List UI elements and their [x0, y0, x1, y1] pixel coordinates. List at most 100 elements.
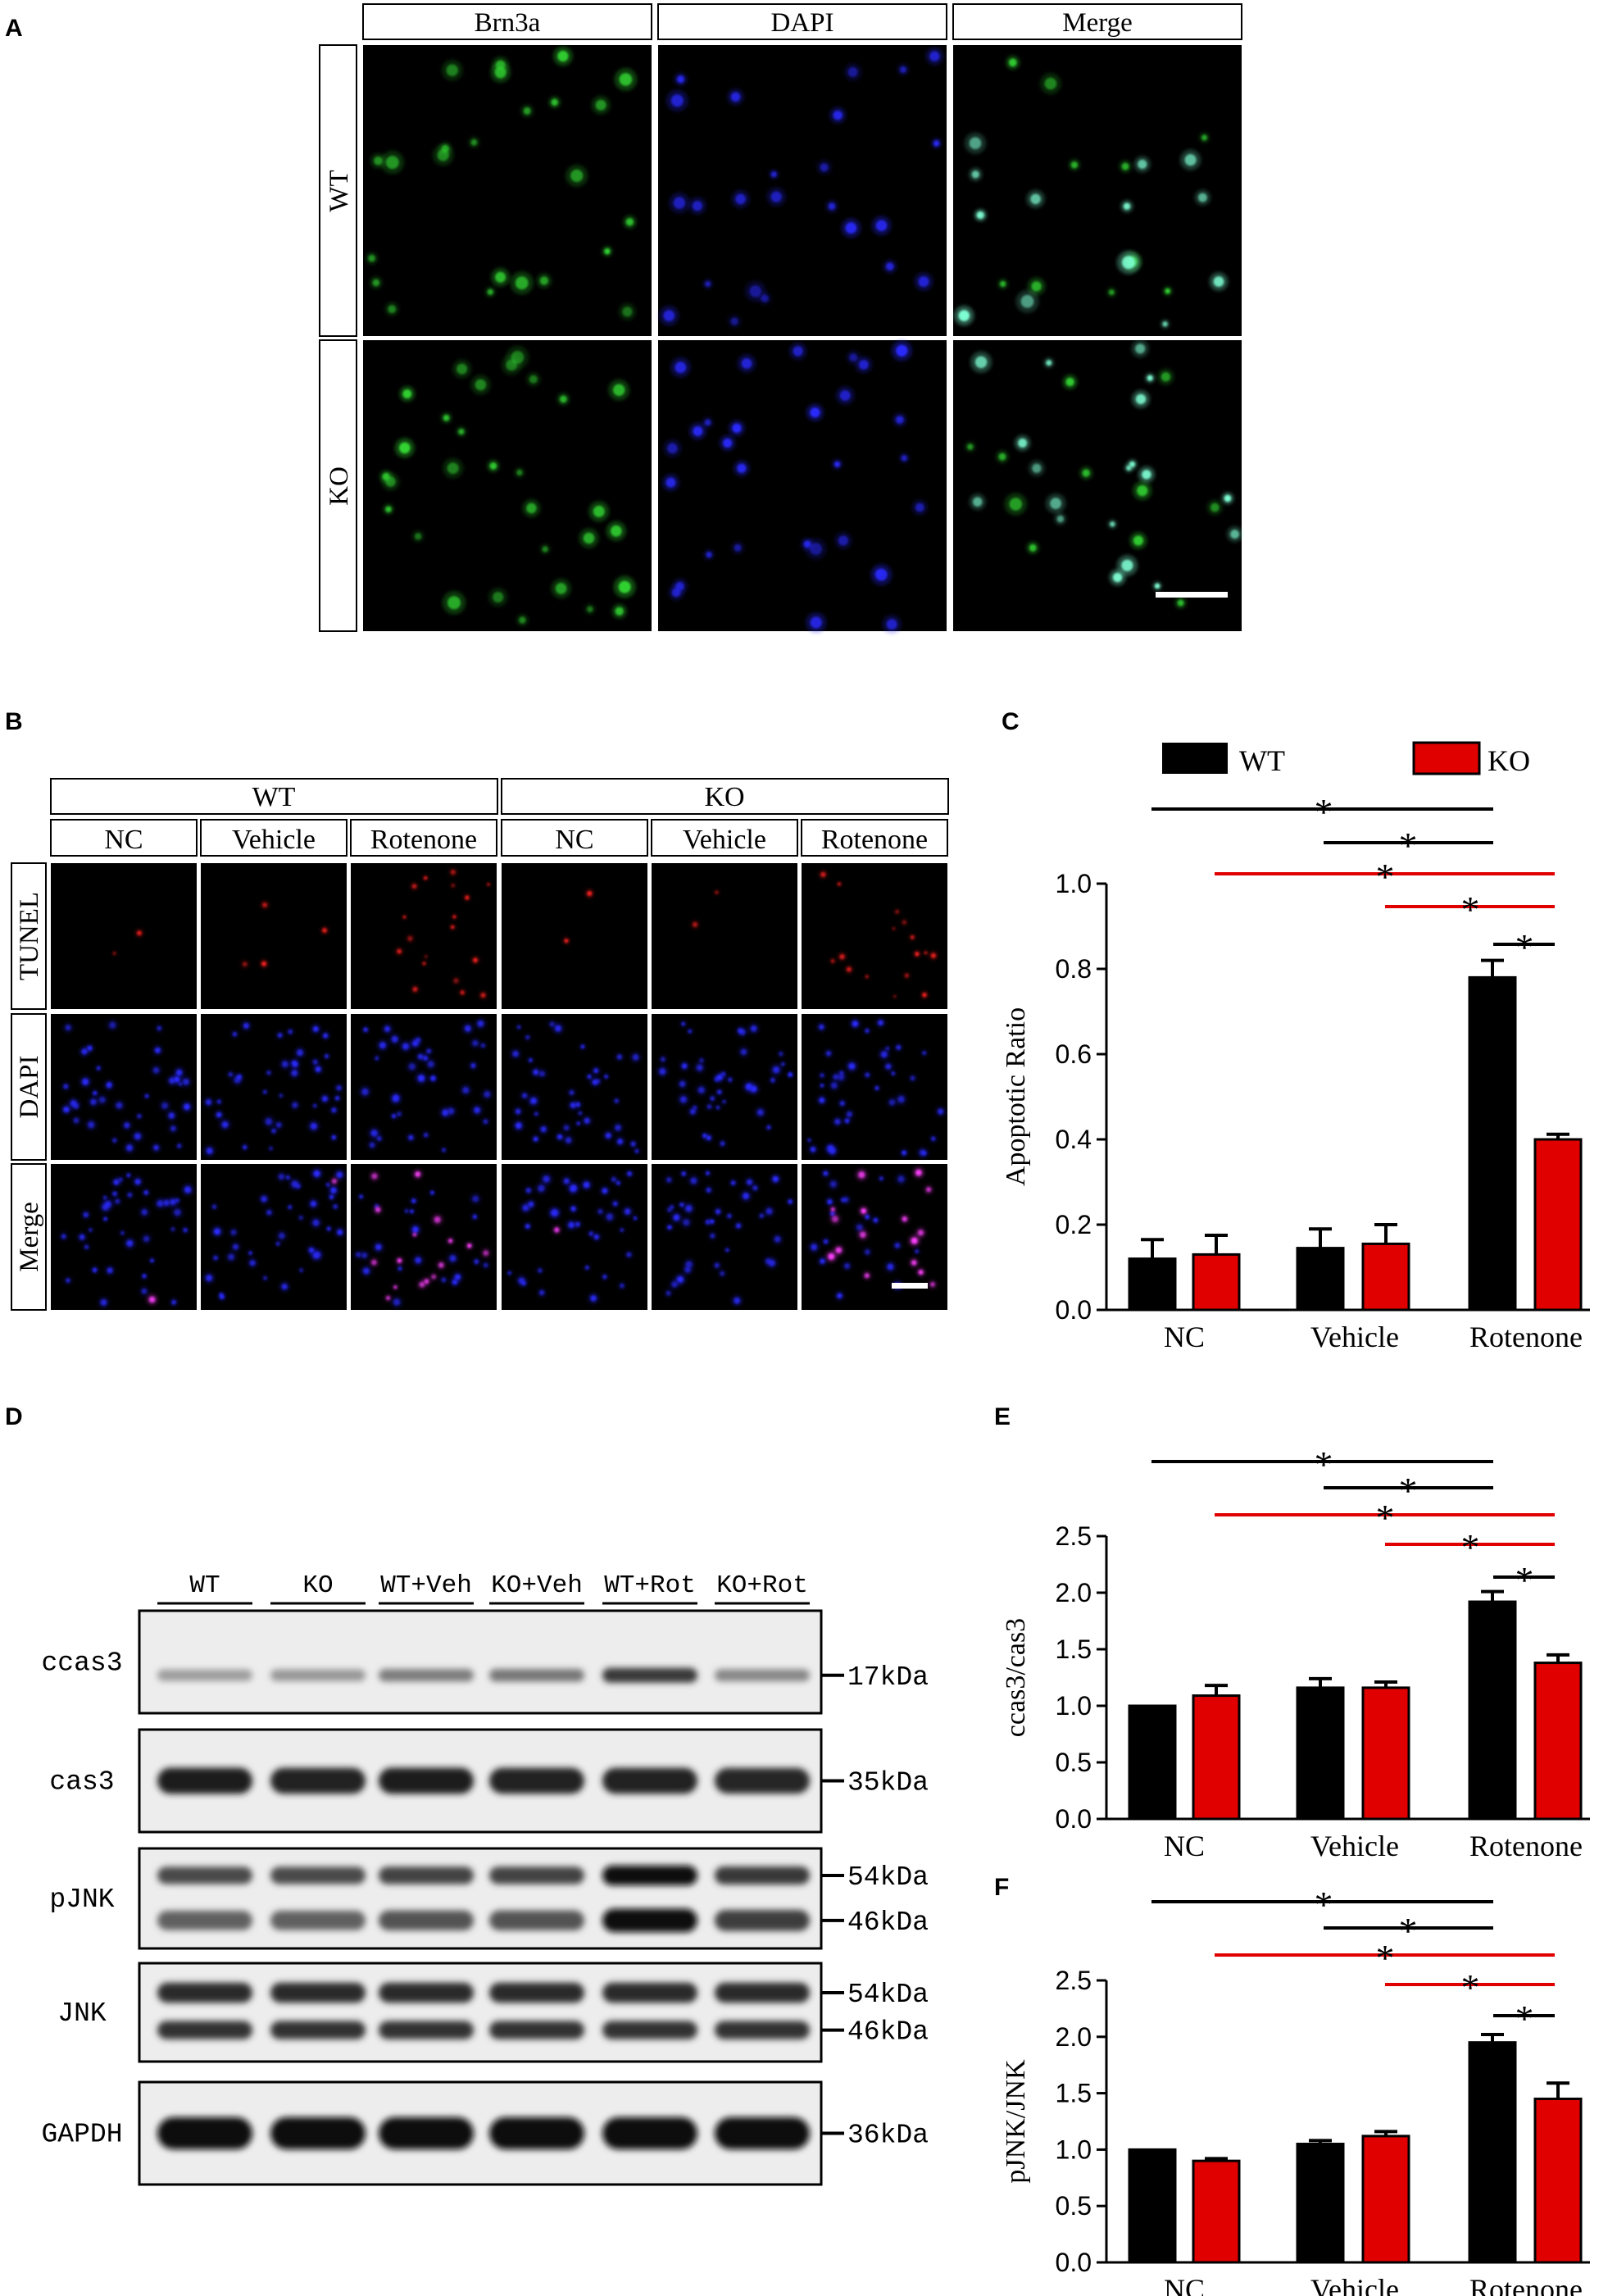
cell [839, 954, 845, 960]
cell [412, 1233, 416, 1237]
cell [103, 1216, 107, 1221]
cell [228, 1072, 233, 1077]
cell [116, 1102, 123, 1109]
cell [602, 1188, 608, 1193]
cell [820, 1084, 824, 1088]
cell [732, 423, 742, 433]
cell [706, 552, 712, 558]
cell [894, 1243, 900, 1248]
cell [911, 1260, 917, 1266]
cell [766, 1125, 771, 1130]
cell [266, 1071, 271, 1075]
bar-wt-nc [1128, 1257, 1177, 1312]
cell [819, 1024, 824, 1030]
cell [613, 1201, 618, 1207]
blot-label: ccas3 [41, 1648, 122, 1679]
cell [412, 1226, 419, 1233]
cell [665, 1290, 671, 1296]
cell [397, 948, 402, 954]
cell [442, 1148, 446, 1152]
bar-wt-rotenone [1468, 2041, 1517, 2264]
significance-star: * [1376, 1937, 1395, 1979]
tunel-image-r2-c1-background [201, 1164, 347, 1310]
cell [715, 890, 719, 894]
condition-header: Rotenone [821, 825, 928, 855]
cell [233, 1243, 238, 1250]
cell [206, 1099, 211, 1105]
cell [750, 1085, 757, 1093]
tunel-image-r0-c3-cells [562, 889, 594, 944]
y-tick-label: 0.8 [1056, 954, 1092, 984]
cell [788, 1073, 793, 1076]
cell [153, 1145, 159, 1151]
marker-label: 36kDa [847, 2121, 929, 2151]
blot-band [270, 2021, 366, 2039]
cell [331, 1135, 336, 1139]
panel-a-column-headers: Brn3a DAPI Merge [362, 3, 1242, 40]
cell [523, 107, 531, 115]
cell [747, 1179, 752, 1185]
cell [859, 360, 869, 370]
cell [715, 1209, 720, 1214]
cell [141, 1209, 148, 1216]
cell [723, 439, 733, 448]
row-label-tunel: TUNEL [15, 892, 44, 980]
cell [363, 1027, 368, 1032]
cell [516, 1108, 521, 1114]
panel-b-micrographs [51, 863, 947, 1310]
cell [143, 1235, 150, 1242]
cell [575, 1221, 580, 1227]
cell [897, 1175, 905, 1183]
cell [474, 1259, 479, 1264]
cell [839, 1071, 844, 1075]
significance-star: * [1376, 1497, 1395, 1539]
cell [931, 952, 936, 958]
cell [735, 193, 746, 205]
cell [530, 1098, 537, 1104]
lane-label: KO [302, 1571, 333, 1600]
cell [120, 1231, 125, 1235]
cell [667, 1207, 672, 1212]
cell [1046, 360, 1052, 366]
cell [671, 588, 681, 598]
cell [516, 1122, 522, 1129]
cell [1050, 498, 1061, 510]
panel-b-row-labels: TUNEL DAPI Merge [11, 862, 47, 1311]
cell [484, 1091, 491, 1098]
micrograph-wt-dapi-cells [659, 47, 944, 329]
cell [728, 1077, 733, 1082]
cell [779, 1052, 784, 1057]
panel-e-letter: E [994, 1403, 1011, 1430]
blot-band [157, 1911, 252, 1930]
cell [587, 891, 593, 896]
cell [693, 426, 703, 436]
cell [665, 477, 676, 488]
cell [874, 1086, 879, 1090]
cell [143, 1190, 148, 1195]
cell [281, 1284, 288, 1290]
cell [277, 1033, 283, 1038]
blot-band [379, 1866, 474, 1885]
cell [437, 149, 449, 161]
cell [184, 1186, 192, 1193]
cell [112, 952, 116, 955]
significance-star: * [1315, 1444, 1333, 1485]
cell [810, 616, 822, 629]
cell [819, 1097, 825, 1103]
cell [717, 1089, 722, 1094]
blot-band [270, 1911, 366, 1930]
cell [699, 1058, 704, 1063]
cell [448, 1239, 453, 1243]
cell [679, 1203, 684, 1207]
cell [615, 1125, 621, 1131]
blot-band [602, 1908, 697, 1933]
row-label-ko: KO [325, 466, 354, 506]
cell [829, 1148, 836, 1154]
cell [375, 1207, 381, 1212]
cell [557, 50, 569, 62]
cell [411, 884, 417, 889]
cell [580, 1044, 585, 1048]
cell [897, 1096, 905, 1103]
cell [410, 1209, 414, 1213]
